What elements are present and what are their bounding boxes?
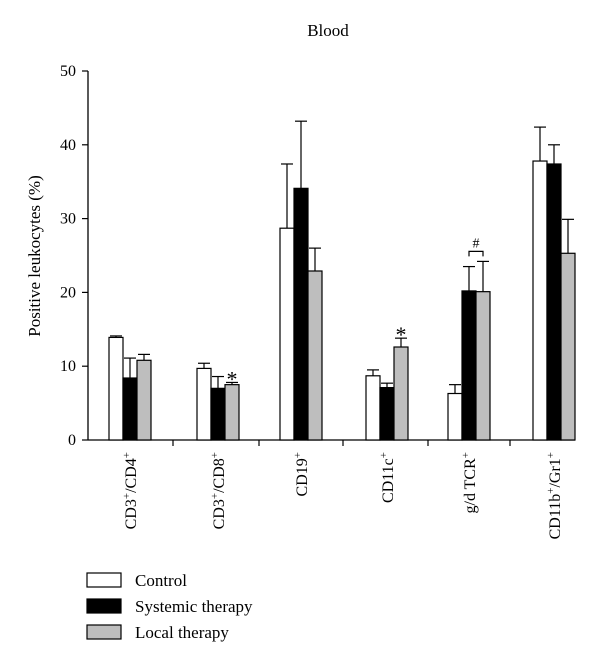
annotations-layer: * * # <box>227 236 484 391</box>
bar-systemic-therapy <box>461 290 477 441</box>
legend-label: Local therapy <box>135 623 229 642</box>
bar-systemic-therapy <box>210 387 226 441</box>
legend-label: Control <box>135 571 187 590</box>
significance-marker: # <box>473 236 480 251</box>
bar-local-therapy <box>475 291 491 441</box>
legend: Control Systemic therapy Local therapy <box>86 571 253 642</box>
significance-marker: * <box>396 322 407 347</box>
bar-control <box>447 392 463 441</box>
bar-control <box>279 227 295 441</box>
legend-swatch <box>86 624 122 640</box>
bar-local-therapy <box>224 384 240 441</box>
bar-local-therapy <box>560 252 576 441</box>
chart-title: Blood <box>307 21 349 40</box>
bar-local-therapy <box>307 270 323 441</box>
bar-systemic-therapy <box>546 163 562 441</box>
x-tick-label: CD19+ <box>292 452 311 496</box>
y-tick-label: 30 <box>60 211 76 228</box>
x-tick-label: g/d TCR+ <box>460 452 479 514</box>
bar-local-therapy <box>136 359 152 441</box>
legend-swatch <box>86 598 122 614</box>
x-tick-label: CD3+/CD4+ <box>121 452 140 529</box>
y-axis-label: Positive leukocytes (%) <box>25 175 44 336</box>
bar-control <box>365 375 381 441</box>
bar-systemic-therapy <box>379 387 395 441</box>
y-tick-label: 0 <box>68 432 76 449</box>
legend-swatch <box>86 572 122 588</box>
bar-control <box>196 367 212 441</box>
bars-layer <box>108 120 576 441</box>
bar-control <box>532 160 548 441</box>
y-tick-label: 40 <box>60 137 76 154</box>
y-tick-label: 20 <box>60 284 76 301</box>
bar-control <box>108 336 124 441</box>
x-tick-label: CD3+/CD8+ <box>209 452 228 529</box>
bar-local-therapy <box>393 346 409 441</box>
bar-systemic-therapy <box>293 187 309 441</box>
y-tick-label: 10 <box>60 358 76 375</box>
legend-label: Systemic therapy <box>135 597 253 616</box>
x-tick-label: CD11c+ <box>378 452 397 503</box>
y-tick-label: 50 <box>60 63 76 80</box>
x-tick-label: CD11b+/Gr1+ <box>545 452 564 539</box>
x-tick-labels: CD3+/CD4+ CD3+/CD8+ CD19+ CD11c+ g/d TCR+ CD1… <box>121 452 564 539</box>
significance-marker: * <box>227 366 238 391</box>
significance-bracket <box>468 250 484 257</box>
bar-systemic-therapy <box>122 377 138 441</box>
axes: 0 10 20 30 40 50 <box>60 63 575 449</box>
